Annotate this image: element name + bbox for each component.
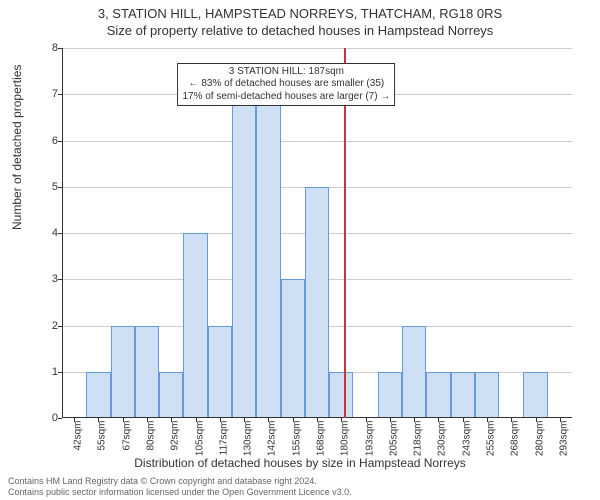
- x-tick-label: 42sqm: [73, 421, 84, 451]
- x-tick-label: 280sqm: [534, 421, 545, 457]
- histogram-bar: [232, 94, 256, 418]
- x-tick-label: 180sqm: [340, 421, 351, 457]
- histogram-bar: [86, 372, 110, 418]
- histogram-bar: [402, 326, 426, 419]
- histogram-bar: [208, 326, 232, 419]
- x-tick-label: 55sqm: [97, 421, 108, 451]
- x-tick-label: 130sqm: [243, 421, 254, 457]
- histogram-bar: [183, 233, 207, 418]
- x-tick-label: 155sqm: [291, 421, 302, 457]
- footer-line-1: Contains HM Land Registry data © Crown c…: [8, 476, 352, 487]
- chart-container: 3, STATION HILL, HAMPSTEAD NORREYS, THAT…: [0, 0, 600, 500]
- x-tick-label: 255sqm: [486, 421, 497, 457]
- x-tick-label: 117sqm: [218, 421, 229, 456]
- y-tick-label: 6: [36, 135, 58, 147]
- x-tick-label: 243sqm: [461, 421, 472, 457]
- histogram-bar: [135, 326, 159, 419]
- histogram-bar: [475, 372, 499, 418]
- y-tick-label: 1: [36, 366, 58, 378]
- y-tick-label: 5: [36, 181, 58, 193]
- x-tick-label: 168sqm: [316, 421, 327, 457]
- histogram-bar: [451, 372, 475, 418]
- histogram-bar: [378, 372, 402, 418]
- annotation-box: 3 STATION HILL: 187sqm← 83% of detached …: [177, 63, 395, 107]
- x-tick-label: 230sqm: [437, 421, 448, 457]
- gridline: [62, 48, 572, 49]
- footer-line-2: Contains public sector information licen…: [8, 487, 352, 498]
- attribution-footer: Contains HM Land Registry data © Crown c…: [8, 476, 352, 498]
- histogram-bar: [281, 279, 305, 418]
- y-tick-label: 3: [36, 273, 58, 285]
- x-tick-label: 268sqm: [510, 421, 521, 457]
- y-tick-label: 2: [36, 320, 58, 332]
- y-tick-label: 7: [36, 88, 58, 100]
- histogram-bar: [426, 372, 450, 418]
- x-axis-line: [62, 417, 572, 418]
- x-tick-label: 293sqm: [558, 421, 569, 457]
- histogram-bar: [256, 94, 280, 418]
- y-tick-mark: [58, 418, 62, 419]
- x-tick-label: 105sqm: [194, 421, 205, 457]
- title-block: 3, STATION HILL, HAMPSTEAD NORREYS, THAT…: [0, 0, 600, 38]
- annotation-line: 3 STATION HILL: 187sqm: [182, 66, 390, 79]
- annotation-line: 17% of semi-detached houses are larger (…: [182, 91, 390, 104]
- y-tick-label: 0: [36, 412, 58, 424]
- x-tick-label: 92sqm: [170, 421, 181, 451]
- address-title: 3, STATION HILL, HAMPSTEAD NORREYS, THAT…: [0, 6, 600, 21]
- x-tick-label: 67sqm: [121, 421, 132, 451]
- histogram-bar: [523, 372, 547, 418]
- histogram-bar: [305, 187, 329, 418]
- y-tick-label: 8: [36, 42, 58, 54]
- x-tick-label: 80sqm: [146, 421, 157, 451]
- subtitle: Size of property relative to detached ho…: [0, 23, 600, 38]
- y-axis-label: Number of detached properties: [10, 65, 24, 230]
- x-tick-label: 142sqm: [267, 421, 278, 457]
- x-tick-label: 193sqm: [364, 421, 375, 457]
- y-axis-line: [62, 48, 63, 418]
- x-tick-label: 218sqm: [413, 421, 424, 457]
- plot-area: 01234567842sqm55sqm67sqm80sqm92sqm105sqm…: [62, 48, 572, 418]
- gridline: [62, 141, 572, 142]
- y-tick-label: 4: [36, 227, 58, 239]
- annotation-line: ← 83% of detached houses are smaller (35…: [182, 78, 390, 91]
- histogram-bar: [159, 372, 183, 418]
- histogram-bar: [111, 326, 135, 419]
- x-axis-label: Distribution of detached houses by size …: [0, 456, 600, 470]
- x-tick-label: 205sqm: [388, 421, 399, 457]
- histogram-bar: [329, 372, 353, 418]
